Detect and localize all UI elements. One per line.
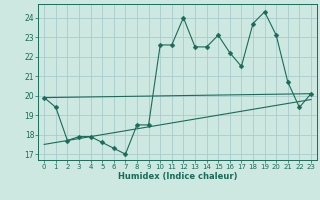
X-axis label: Humidex (Indice chaleur): Humidex (Indice chaleur) [118, 172, 237, 181]
